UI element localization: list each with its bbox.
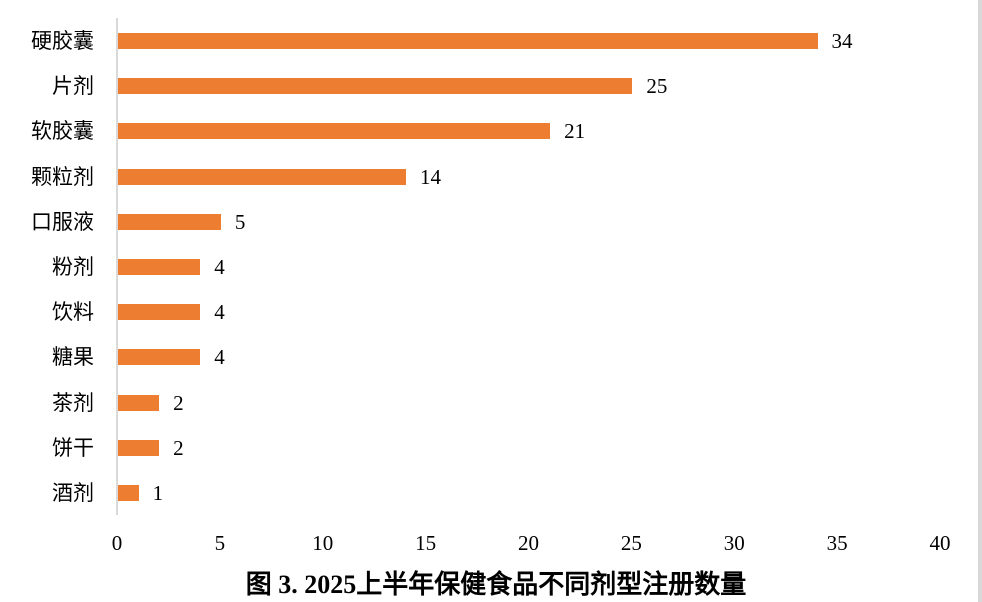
data-label: 14: [420, 164, 442, 189]
x-tick-label: 40: [929, 531, 951, 555]
category-label: 颗粒剂: [31, 164, 94, 189]
x-tick-label: 25: [620, 531, 642, 555]
category-label: 片剂: [52, 74, 94, 99]
bar-row: 茶剂 2: [0, 388, 978, 418]
category-label: 硬胶囊: [31, 29, 94, 53]
bar-row: 饮料 4: [0, 297, 978, 327]
data-label: 2: [173, 435, 184, 460]
bar-row: 粉剂 4: [0, 252, 978, 282]
bar-row: 软胶囊 21: [0, 116, 978, 146]
category-label: 口服液: [31, 209, 94, 234]
category-label: 酒剂: [52, 481, 94, 505]
bar: [118, 304, 201, 321]
data-label: 25: [646, 74, 668, 99]
bar: [118, 123, 551, 140]
category-label: 粉剂: [52, 255, 94, 279]
bar-row: 糖果 4: [0, 342, 978, 372]
data-label: 34: [831, 29, 853, 53]
data-label: 21: [564, 119, 586, 144]
bar-row: 片剂 25: [0, 71, 978, 101]
bar: [118, 168, 407, 185]
x-tick-label: 15: [415, 531, 437, 555]
data-label: 4: [214, 300, 225, 325]
bar: [118, 259, 201, 275]
bar-row: 硬胶囊 34: [0, 26, 978, 56]
bar: [118, 394, 160, 411]
data-label: 2: [173, 390, 184, 415]
chart-title: 图 3. 2025上半年保健食品不同剂型注册数量: [245, 570, 747, 599]
category-axis-line: [116, 18, 118, 515]
bar-row: 口服液 5: [0, 207, 978, 237]
bar: [118, 485, 139, 501]
data-label: 5: [234, 209, 246, 234]
category-label: 糖果: [52, 345, 94, 370]
x-tick-label: 10: [312, 531, 334, 555]
bar-row: 饼干 2: [0, 433, 978, 463]
bar: [118, 439, 160, 456]
bar: [118, 33, 818, 49]
x-tick-label: 0: [111, 531, 123, 555]
category-label: 饼干: [52, 435, 94, 460]
right-edge-strip: [978, 0, 982, 602]
x-tick-label: 20: [518, 531, 539, 555]
data-label: 1: [152, 481, 164, 505]
x-tick-label: 5: [214, 531, 226, 555]
bar-row: 酒剂 1: [0, 478, 978, 508]
data-label: 4: [214, 255, 225, 279]
data-label: 4: [214, 345, 225, 370]
category-label: 饮料: [52, 300, 94, 325]
bar: [118, 78, 633, 95]
bar-row: 颗粒剂 14: [0, 162, 978, 192]
category-label: 软胶囊: [31, 119, 94, 144]
bar: [118, 213, 221, 230]
x-tick-label: 30: [723, 531, 745, 555]
category-label: 茶剂: [52, 390, 94, 415]
bar: [118, 349, 201, 366]
x-tick-label: 35: [826, 531, 848, 555]
